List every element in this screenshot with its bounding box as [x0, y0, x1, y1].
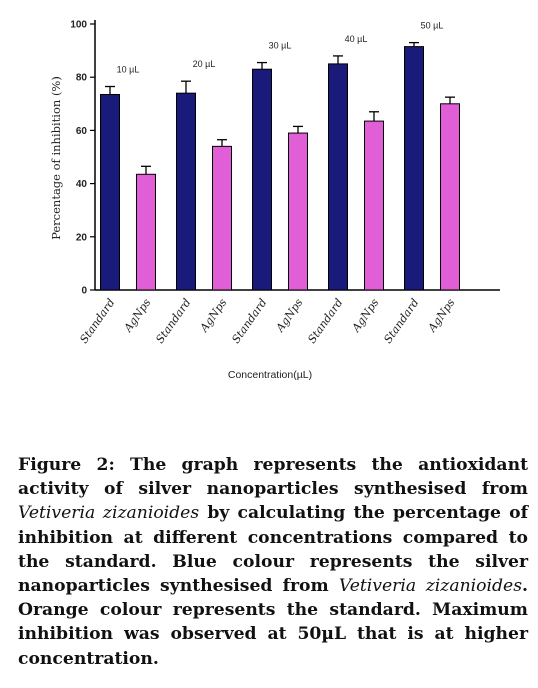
category-label: AgNps [273, 296, 306, 335]
category-label: Standard [77, 296, 117, 346]
bar-agnps [364, 120, 384, 291]
y-tick-label: 80 [76, 73, 88, 84]
category-label: AgNps [349, 296, 382, 335]
category-label: Standard [153, 296, 193, 346]
species-name-1: Vetiveria zizanioides [18, 503, 200, 524]
x-axis-title: Concentration(µL) [228, 369, 312, 381]
bar-standard [404, 46, 424, 291]
species-name-2: Vetiveria zizanioides [338, 576, 523, 597]
y-tick-label: 60 [76, 126, 88, 137]
category-label: Standard [229, 296, 269, 346]
group-label: 10 µL [117, 65, 140, 75]
bar-agnps [288, 132, 308, 291]
category-label: AgNps [197, 296, 230, 335]
bar-standard [176, 92, 196, 291]
figure-label: Figure 2: [18, 455, 115, 475]
category-label: Standard [381, 296, 421, 346]
caption-text-1: The graph represents the antioxidant act… [18, 455, 529, 500]
group-label: 20 µL [193, 59, 216, 69]
y-axis-title: Percentage of inhibition (%) [49, 76, 63, 240]
y-tick-label: 40 [76, 179, 88, 190]
group-label: 30 µL [269, 41, 292, 51]
y-tick-label: 20 [76, 232, 88, 243]
category-label: Standard [305, 296, 345, 346]
group-label: 40 µL [345, 34, 368, 44]
bar-agnps [212, 145, 232, 291]
figure-caption: Figure 2: The graph represents the antio… [18, 453, 528, 671]
category-label: AgNps [425, 296, 458, 335]
bar-agnps [440, 103, 460, 291]
bar-standard [328, 63, 348, 291]
bar-agnps [136, 173, 156, 291]
caption-text-2: by calculating the percentage of inhibit… [18, 503, 528, 597]
y-tick-label: 0 [81, 286, 87, 297]
category-label: AgNps [121, 296, 154, 335]
caption-text-3: . Orange colour represents the standard.… [18, 576, 529, 669]
bar-standard [252, 68, 272, 291]
group-label: 50 µL [421, 21, 444, 31]
y-tick-label: 100 [70, 20, 87, 31]
bar-standard [100, 93, 120, 291]
